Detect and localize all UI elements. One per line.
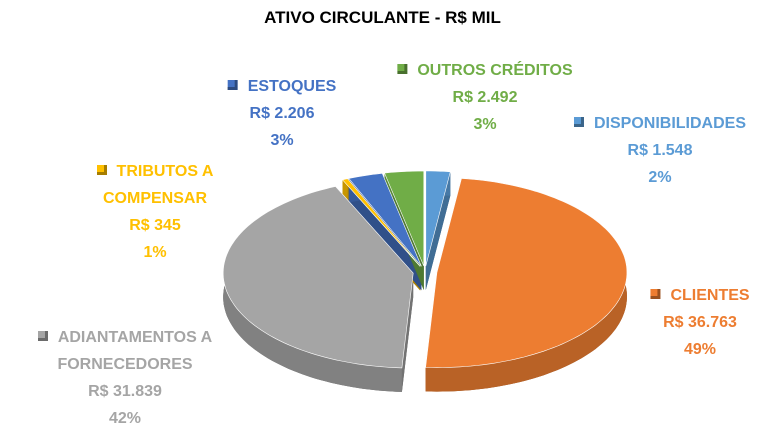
legend-marker — [96, 165, 107, 175]
data-label: OUTROS CRÉDITOS R$ 2.492 3% — [397, 57, 573, 138]
data-label: CLIENTES R$ 36.763 49% — [650, 282, 750, 363]
percent-label: 49% — [683, 341, 717, 358]
label-name: DISPONIBILIDADES — [573, 110, 747, 137]
value-label: R$ 36.763 — [663, 314, 737, 331]
percent-label: 42% — [108, 410, 142, 427]
slice — [348, 172, 422, 267]
category-name: ESTOQUES — [247, 78, 337, 95]
value-label: R$ 345 — [129, 217, 181, 234]
data-label: ADIANTAMENTOS A FORNECEDORES R$ 31.839 42% — [25, 324, 225, 432]
category-name: CLIENTES — [670, 287, 750, 304]
data-label: DISPONIBILIDADES R$ 1.548 2% — [573, 110, 747, 191]
legend-marker — [397, 64, 408, 74]
category-name: OUTROS CRÉDITOS — [417, 62, 573, 79]
percent-label: 3% — [473, 116, 497, 133]
slice — [425, 170, 451, 267]
data-label: TRIBUTOS A COMPENSAR R$ 345 1% — [75, 158, 235, 266]
slice — [341, 178, 421, 267]
label-name: ADIANTAMENTOS A FORNECEDORES — [25, 324, 225, 378]
slice — [384, 170, 425, 267]
category-name: TRIBUTOS A COMPENSAR — [102, 163, 214, 207]
legend-marker — [573, 117, 584, 127]
legend-marker — [227, 80, 238, 90]
label-name: CLIENTES — [650, 282, 750, 309]
percent-label: 1% — [143, 244, 167, 261]
value-label: R$ 2.492 — [452, 89, 518, 106]
category-name: ADIANTAMENTOS A FORNECEDORES — [57, 329, 213, 373]
label-name: ESTOQUES — [227, 73, 337, 100]
legend-marker — [37, 331, 48, 341]
label-name: TRIBUTOS A COMPENSAR — [75, 158, 235, 212]
category-name: DISPONIBILIDADES — [593, 115, 747, 132]
percent-label: 3% — [270, 132, 294, 149]
label-name: OUTROS CRÉDITOS — [397, 57, 573, 84]
slice-wall — [401, 273, 414, 392]
legend-marker — [650, 289, 661, 299]
value-label: R$ 2.206 — [249, 105, 315, 122]
slice-side — [223, 186, 402, 392]
slice — [425, 178, 628, 368]
value-label: R$ 31.839 — [88, 383, 162, 400]
data-label: ESTOQUES R$ 2.206 3% — [227, 73, 337, 154]
slice — [222, 186, 414, 369]
slice-wall — [425, 171, 451, 290]
value-label: R$ 1.548 — [627, 142, 693, 159]
chart-title: ATIVO CIRCULANTE - R$ MIL — [264, 8, 501, 27]
percent-label: 2% — [648, 169, 672, 186]
